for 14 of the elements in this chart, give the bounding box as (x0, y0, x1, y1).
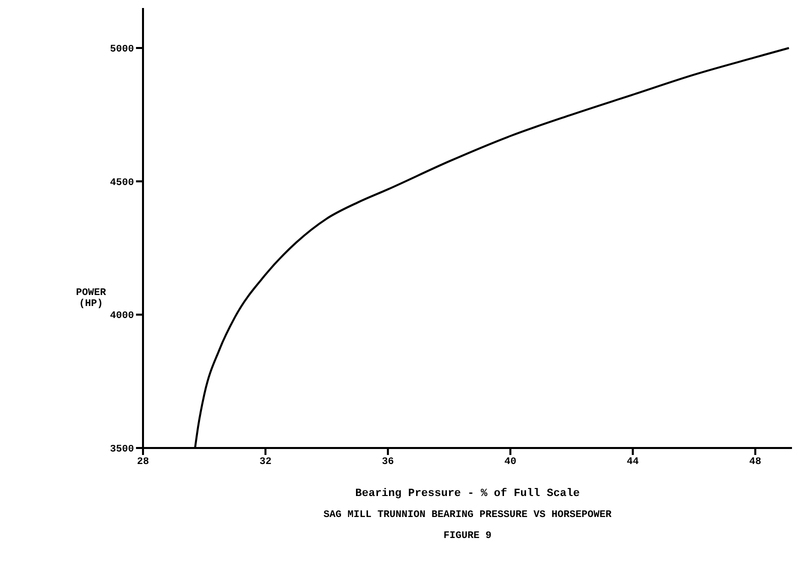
y-tick-label: 4000 (110, 311, 134, 322)
x-tick-label: 36 (382, 457, 394, 468)
x-tick-label: 28 (136, 457, 150, 468)
caption: FIGURE 9 (442, 531, 492, 542)
x-tick-label: 40 (504, 457, 516, 468)
y-axis-title: POWER (HP) (74, 288, 107, 310)
x-tick-label: 32 (259, 457, 272, 468)
x-tick-label: 44 (626, 457, 639, 468)
text: SAG MILL TRUNNION BEARING PRESSURE VS HORSEPOWER (322, 510, 613, 521)
y-tick-label: 3500 (110, 444, 134, 456)
y-tick-label: 4500 (110, 178, 134, 189)
x-tick-label: 48 (749, 457, 762, 468)
x-axis-title: Bearing Pressure - % of Full Scale (354, 488, 581, 500)
y-tick-label: 5000 (110, 44, 134, 56)
